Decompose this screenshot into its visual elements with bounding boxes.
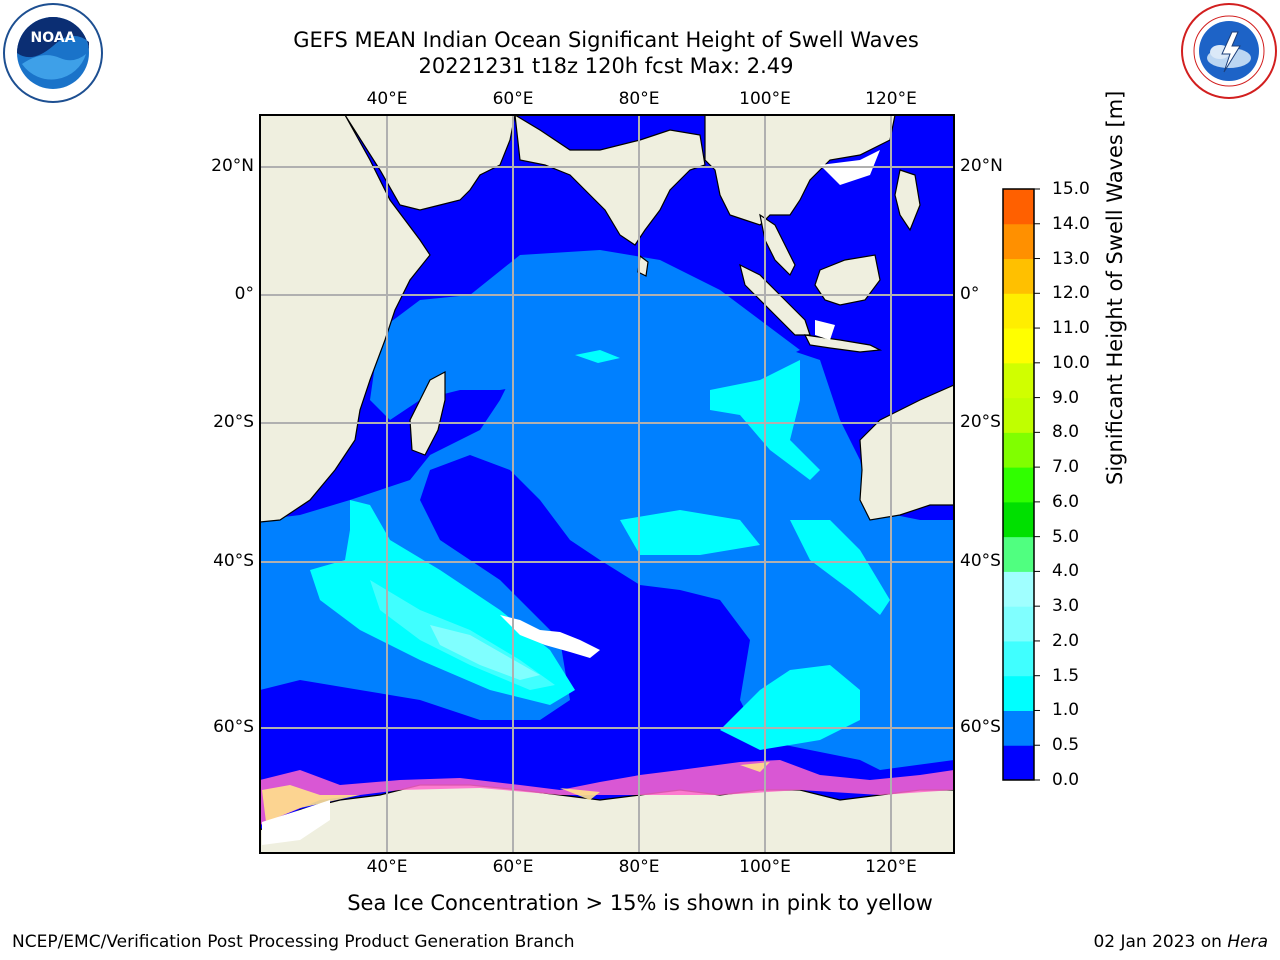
colorbar-tick-label: 10.0	[1052, 352, 1090, 373]
sea-ice-band	[260, 760, 954, 825]
lat-label-left-60S: 60°S	[213, 717, 254, 737]
land-australia	[859, 384, 954, 521]
map-subtitle: 20221231 t18z 120h fcst Max: 2.49	[418, 54, 794, 78]
colorbar-segment	[1003, 397, 1034, 433]
swell-field-1.0-1.5-band	[790, 520, 890, 615]
colorbar-segment	[1003, 258, 1034, 294]
map-plot-area	[260, 115, 954, 853]
lon-label-top-60E: 60°E	[492, 89, 534, 109]
footer-date: 02 Jan 2023 on Hera	[1093, 932, 1268, 952]
colorbar-frame	[1002, 188, 1035, 781]
colorbar-tick-label: 0.5	[1052, 735, 1080, 756]
land-java	[803, 334, 883, 353]
map-gridlines	[260, 115, 954, 853]
noaa-logo-text: NOAA	[31, 30, 76, 46]
lon-label-bottom-80E: 80°E	[618, 857, 660, 877]
lat-label-left-0: 0°	[234, 284, 254, 304]
colorbar-segment	[1003, 293, 1034, 329]
colorbar-tick-label: 4.0	[1052, 561, 1080, 582]
colorbar-tick-label: 14.0	[1052, 213, 1090, 234]
colorbar-tick-label: 8.0	[1052, 422, 1080, 443]
colorbar-tick-label: 15.0	[1052, 179, 1090, 199]
lat-label-right-60S: 60°S	[960, 717, 1001, 737]
lat-label-right-20N: 20°N	[960, 156, 1003, 176]
lon-label-top-100E: 100°E	[739, 89, 791, 109]
swell-field-1.0-1.5-dot	[575, 350, 620, 363]
map-title: GEFS MEAN Indian Ocean Significant Heigh…	[293, 28, 919, 52]
colorbar-segment	[1003, 189, 1034, 225]
lat-label-right-40S: 40°S	[960, 551, 1001, 571]
colorbar-segment	[1003, 675, 1034, 711]
land-borneo	[814, 254, 881, 306]
lon-label-bottom-100E: 100°E	[739, 857, 791, 877]
colorbar-tick-label: 9.0	[1052, 387, 1080, 408]
colorbar-segment	[1003, 432, 1034, 468]
nws-logo	[1181, 3, 1277, 99]
land-india	[514, 115, 706, 246]
lat-label-left-20N: 20°N	[211, 156, 254, 176]
colorbar-segment	[1003, 745, 1034, 781]
colorbar-segment	[1003, 606, 1034, 642]
land-madagascar	[409, 371, 446, 456]
footer-host: Hera	[1227, 932, 1268, 952]
colorbar-tick-label: 5.0	[1052, 526, 1080, 547]
colorbar-title: Significant Height of Swell Waves [m]	[1103, 90, 1127, 485]
colorbar-tick-label: 2.0	[1052, 630, 1080, 651]
lon-label-top-80E: 80°E	[618, 89, 660, 109]
lat-label-right-0: 0°	[960, 284, 980, 304]
swell-field-0.5-1.0-north	[370, 250, 800, 420]
lon-label-bottom-60E: 60°E	[492, 857, 534, 877]
colorbar-segment	[1003, 571, 1034, 607]
map-frame	[259, 114, 955, 854]
colorbar-tick-label: 1.0	[1052, 700, 1080, 721]
colorbar-tick-label: 1.5	[1052, 665, 1080, 686]
land-philippines	[894, 169, 921, 232]
colorbar	[1003, 188, 1040, 781]
colorbar-segment	[1003, 467, 1034, 503]
colorbar-segment	[1003, 362, 1034, 399]
lon-label-top-120E: 120°E	[865, 89, 917, 109]
land-malay-peninsula	[759, 213, 796, 277]
colorbar-tick-label: 13.0	[1052, 248, 1090, 269]
colorbar-tick-label: 12.0	[1052, 283, 1090, 304]
colorbar-segment	[1003, 640, 1034, 677]
colorbar-tick-label: 7.0	[1052, 457, 1080, 478]
colorbar-tick-label: 11.0	[1052, 318, 1090, 339]
colorbar-segment	[1003, 223, 1034, 260]
swell-field-1.0-1.5-mid	[620, 510, 760, 555]
footer-credit: NCEP/EMC/Verification Post Processing Pr…	[12, 932, 575, 952]
lon-label-bottom-120E: 120°E	[865, 857, 917, 877]
colorbar-tick-label: 0.0	[1052, 770, 1080, 790]
colorbar-segment	[1003, 328, 1034, 364]
lat-label-left-20S: 20°S	[213, 412, 254, 432]
colorbar-segment	[1003, 501, 1034, 538]
colorbar-segment	[1003, 536, 1034, 572]
sea-ice-caption: Sea Ice Concentration > 15% is shown in …	[347, 891, 933, 915]
colorbar-tick-label: 3.0	[1052, 596, 1080, 617]
colorbar-segment	[1003, 710, 1034, 746]
lon-label-bottom-40E: 40°E	[366, 857, 408, 877]
lon-label-top-40E: 40°E	[366, 89, 408, 109]
colorbar-tick-label: 6.0	[1052, 491, 1080, 512]
lat-label-right-20S: 20°S	[960, 412, 1001, 432]
noaa-logo: NOAA	[3, 3, 103, 103]
lat-label-left-40S: 40°S	[213, 551, 254, 571]
land-sumatra	[739, 263, 811, 336]
footer-date-text: 02 Jan 2023 on	[1093, 932, 1228, 952]
land-se-asia	[704, 115, 896, 226]
